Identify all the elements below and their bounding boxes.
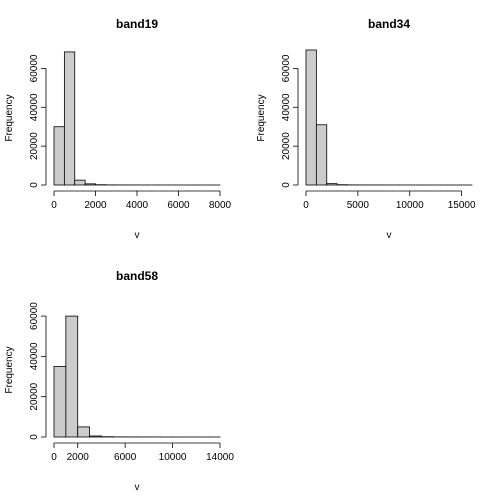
x-tick-label: 15000 xyxy=(448,200,476,211)
y-tick-label: 40000 xyxy=(29,342,40,370)
x-tick-label: 10000 xyxy=(159,452,187,463)
panel-band34: band34 0 5000 10000 15000 0 20000 40000 60000 v… xyxy=(256,17,476,241)
y-tick-label: 20000 xyxy=(281,132,292,160)
x-axis-label: v xyxy=(135,482,140,493)
histogram-bar xyxy=(74,179,86,186)
y-tick-label: 40000 xyxy=(29,93,40,121)
histogram-bar xyxy=(53,126,65,186)
plot-area: 0 2000 4000 6000 8000 0 20000 40000 60000 xyxy=(29,51,232,211)
histogram-bar xyxy=(84,183,96,186)
y-axis-label: Frequency xyxy=(256,94,267,141)
x-tick-label: 14000 xyxy=(206,452,234,463)
y-tick-label: 60000 xyxy=(29,54,40,82)
panel-title: band19 xyxy=(116,17,158,31)
panel-title: band34 xyxy=(368,17,410,31)
panel-band19: band19 0 2000 4000 6000 8000 0 20000 40000 60000… xyxy=(4,17,232,241)
histogram-bar xyxy=(315,124,328,186)
x-axis-label: v xyxy=(387,230,392,241)
x-tick-label: 10000 xyxy=(396,200,424,211)
histogram-bar xyxy=(77,426,90,438)
y-tick-label: 0 xyxy=(29,434,40,440)
histogram-bar xyxy=(65,315,79,438)
y-tick-label: 40000 xyxy=(281,93,292,121)
plot-area: 0 2000 6000 10000 14000 0 20000 40000 60000 xyxy=(29,302,234,463)
x-axis-label: v xyxy=(135,230,140,241)
y-tick-label: 20000 xyxy=(29,382,40,410)
x-tick-label: 0 xyxy=(51,452,57,463)
histogram-bar xyxy=(53,366,67,438)
x-tick-label: 2000 xyxy=(84,200,107,211)
x-tick-label: 8000 xyxy=(209,200,232,211)
x-tick-label: 5000 xyxy=(347,200,370,211)
histogram-bar xyxy=(305,49,317,186)
panel-title: band58 xyxy=(116,269,158,283)
y-axis-label: Frequency xyxy=(4,346,15,393)
y-axis-label: Frequency xyxy=(4,94,15,141)
y-tick-label: 0 xyxy=(281,182,292,188)
x-tick-label: 0 xyxy=(303,200,309,211)
histogram-bar xyxy=(326,183,338,186)
x-tick-label: 2000 xyxy=(67,452,90,463)
x-tick-label: 0 xyxy=(51,200,57,211)
y-tick-label: 60000 xyxy=(29,302,40,330)
x-tick-label: 4000 xyxy=(126,200,149,211)
panel-band58: band58 0 2000 6000 10000 14000 0 20000 40000 600… xyxy=(4,269,234,493)
plot-area: 0 5000 10000 15000 0 20000 40000 60000 xyxy=(281,49,476,211)
x-tick-label: 6000 xyxy=(167,200,190,211)
y-tick-label: 20000 xyxy=(29,132,40,160)
y-tick-label: 0 xyxy=(29,182,40,188)
x-tick-label: 6000 xyxy=(114,452,137,463)
y-tick-label: 60000 xyxy=(281,54,292,82)
histogram-bar xyxy=(63,51,76,186)
histogram-bar xyxy=(89,435,102,438)
